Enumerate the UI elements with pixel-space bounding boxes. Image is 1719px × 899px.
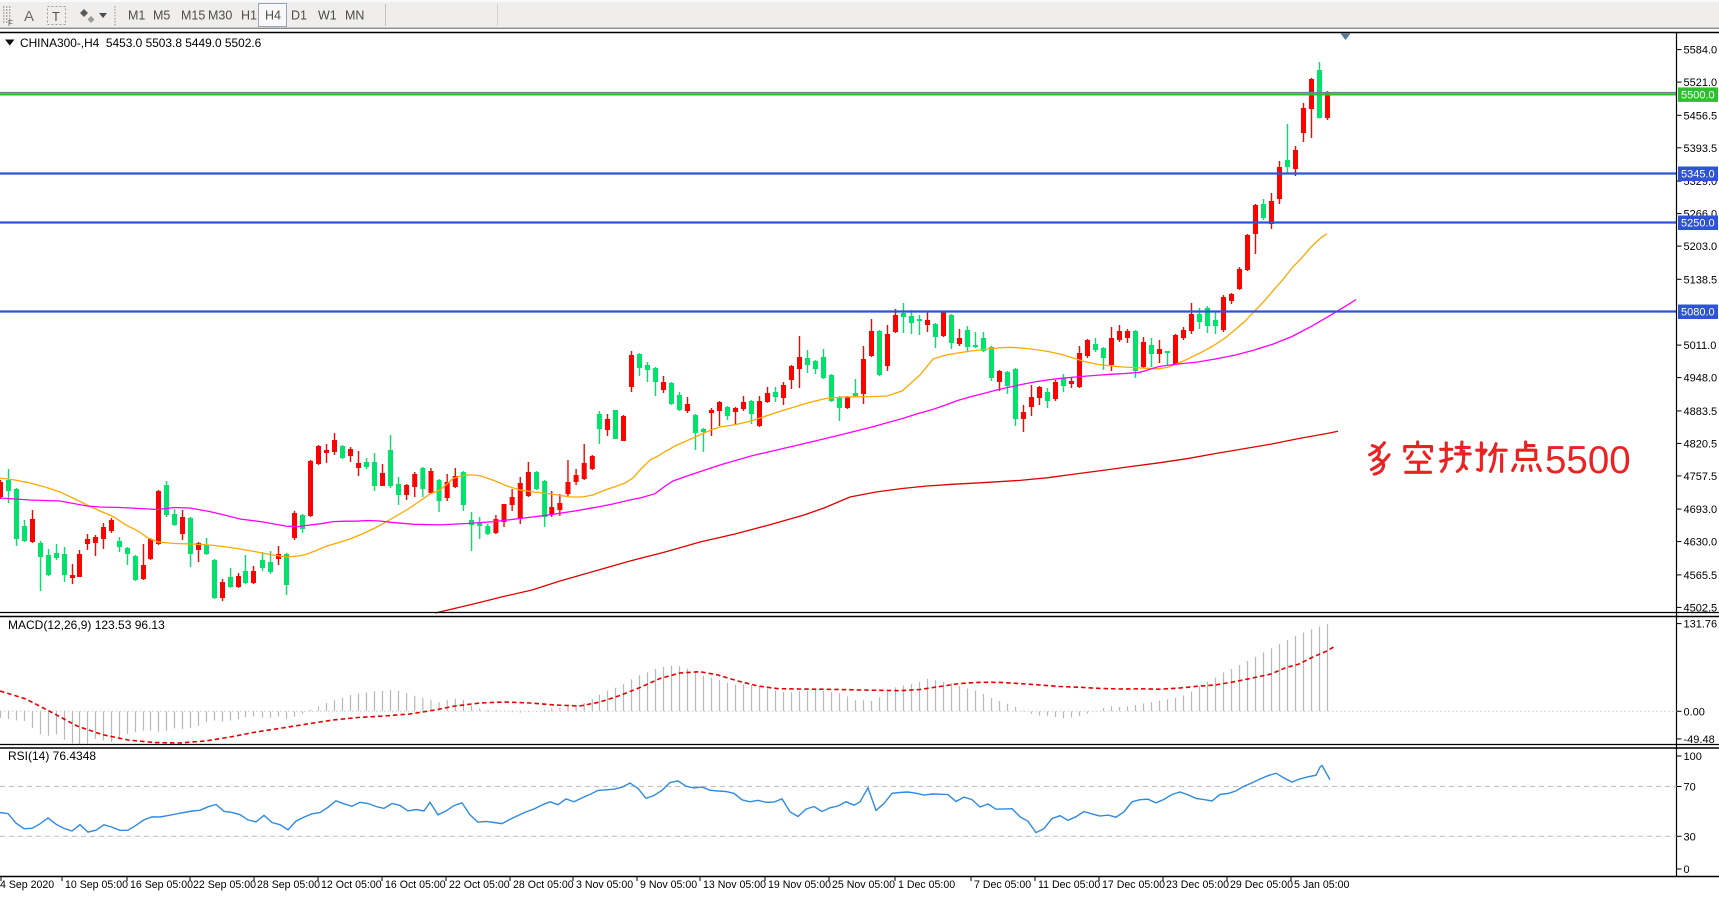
svg-text:11 Dec 05:00: 11 Dec 05:00 [1038,879,1100,891]
svg-text:MACD(12,26,9) 123.53 96.13: MACD(12,26,9) 123.53 96.13 [8,618,165,632]
svg-text:T: T [52,9,60,24]
svg-text:RSI(14) 76.4348: RSI(14) 76.4348 [8,749,96,763]
svg-text:3 Nov 05:00: 3 Nov 05:00 [576,879,633,891]
svg-text:28 Sep 05:00: 28 Sep 05:00 [257,879,320,891]
svg-text:4502.5: 4502.5 [1684,602,1718,614]
svg-text:5203.0: 5203.0 [1684,241,1718,253]
svg-text:4757.5: 4757.5 [1684,471,1718,483]
svg-text:H1: H1 [241,9,257,23]
svg-text:28 Oct 05:00: 28 Oct 05:00 [513,879,574,891]
svg-text:22 Oct 05:00: 22 Oct 05:00 [449,879,510,891]
svg-text:M1: M1 [128,9,145,23]
svg-text:M5: M5 [153,9,170,23]
svg-text:F: F [8,19,13,28]
svg-text:M15: M15 [181,9,205,23]
svg-text:5456.5: 5456.5 [1684,110,1718,122]
svg-text:MN: MN [345,9,364,23]
svg-text:70: 70 [1684,782,1696,794]
svg-text:4948.0: 4948.0 [1684,373,1718,385]
svg-text:5393.5: 5393.5 [1684,143,1718,155]
svg-text:9 Nov 05:00: 9 Nov 05:00 [640,879,697,891]
svg-text:5138.5: 5138.5 [1684,274,1718,286]
svg-text:30: 30 [1684,831,1696,843]
svg-text:12 Oct 05:00: 12 Oct 05:00 [321,879,382,891]
svg-text:4565.5: 4565.5 [1684,570,1718,582]
svg-text:M30: M30 [208,9,232,23]
svg-text:4 Sep 2020: 4 Sep 2020 [0,879,54,891]
svg-text:7 Dec 05:00: 7 Dec 05:00 [974,879,1031,891]
svg-text:5250.0: 5250.0 [1681,218,1715,230]
svg-text:CHINA300-,H4 5453.0 5503.8 54: CHINA300-,H4 5453.0 5503.8 5449.0 5502.6 [20,36,262,50]
svg-text:25 Nov 05:00: 25 Nov 05:00 [832,879,895,891]
svg-text:0.00: 0.00 [1684,706,1705,718]
svg-text:131.76: 131.76 [1684,619,1718,631]
svg-text:5521.0: 5521.0 [1684,77,1718,89]
svg-text:5011.0: 5011.0 [1684,340,1717,352]
svg-text:5345.0: 5345.0 [1681,169,1715,181]
svg-text:-49.48: -49.48 [1684,734,1715,746]
svg-text:19 Nov 05:00: 19 Nov 05:00 [768,879,831,891]
svg-text:5080.0: 5080.0 [1681,307,1715,319]
svg-text:5500.0: 5500.0 [1681,90,1715,102]
svg-text:A: A [24,8,34,25]
svg-text:5584.0: 5584.0 [1684,45,1718,57]
svg-text:1 Dec 05:00: 1 Dec 05:00 [898,879,955,891]
svg-text:29 Dec 05:00: 29 Dec 05:00 [1230,879,1293,891]
svg-text:5 Jan 05:00: 5 Jan 05:00 [1294,879,1349,891]
svg-text:16 Oct 05:00: 16 Oct 05:00 [385,879,446,891]
svg-text:W1: W1 [318,9,337,23]
svg-text:4693.0: 4693.0 [1684,504,1718,516]
svg-text:5500: 5500 [1545,439,1631,482]
svg-text:H4: H4 [265,9,281,23]
svg-text:100: 100 [1684,751,1702,763]
svg-text:23 Dec 05:00: 23 Dec 05:00 [1166,879,1229,891]
svg-text:4820.5: 4820.5 [1684,438,1718,450]
svg-text:D1: D1 [291,9,307,23]
svg-text:16 Sep 05:00: 16 Sep 05:00 [130,879,193,891]
svg-text:4883.5: 4883.5 [1684,406,1718,418]
svg-text:17 Dec 05:00: 17 Dec 05:00 [1102,879,1165,891]
svg-text:10 Sep 05:00: 10 Sep 05:00 [65,879,128,891]
svg-text:0: 0 [1684,864,1690,876]
svg-text:22 Sep 05:00: 22 Sep 05:00 [193,879,256,891]
svg-text:4630.0: 4630.0 [1684,537,1718,549]
svg-text:13 Nov 05:00: 13 Nov 05:00 [703,879,766,891]
